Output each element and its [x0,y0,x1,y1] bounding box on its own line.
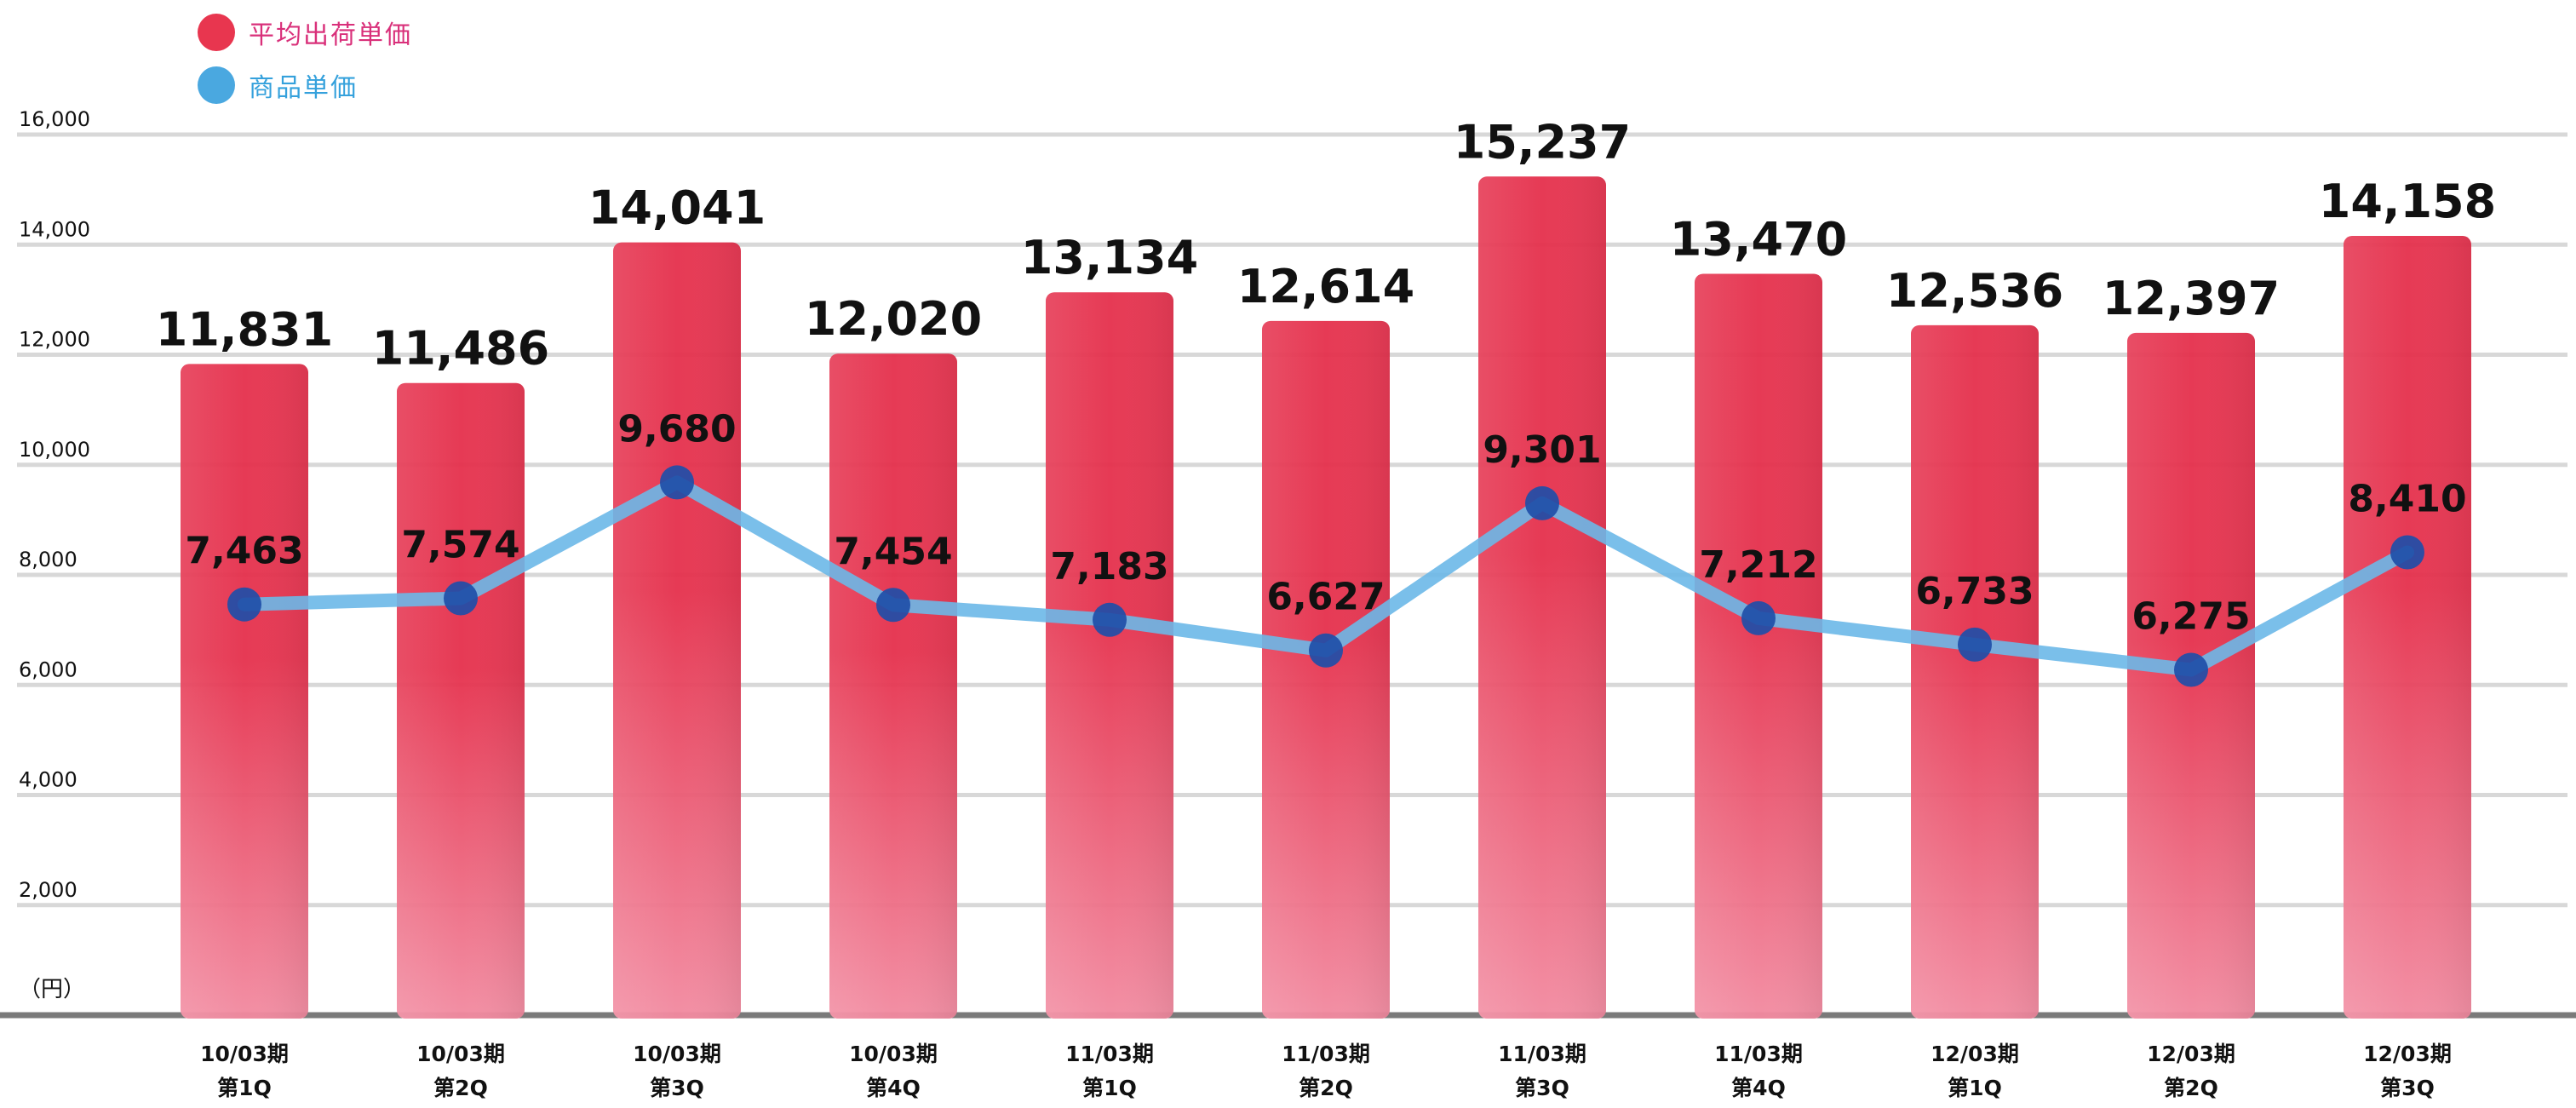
y-axis-unit-label: （円） [19,977,85,1002]
x-tick-label-quarter: 第1Q [217,1076,272,1100]
bar-shading [2344,236,2471,1019]
y-tick-label: 8,000 [19,548,77,571]
bar-shading [181,364,308,1019]
x-tick-label-quarter: 第1Q [1082,1076,1137,1100]
bar-shading [1046,292,1173,1019]
legend-label: 商品単価 [249,73,358,103]
line-point [876,588,910,623]
bar-value-label: 12,397 [2103,272,2280,325]
x-tick-label-period: 11/03期 [1065,1042,1154,1066]
x-tick-label-period: 12/03期 [1931,1042,2019,1066]
line-value-label: 8,410 [2348,478,2466,521]
line-point [1309,633,1343,668]
x-tick-label-quarter: 第3Q [650,1076,704,1100]
x-tick-label-period: 10/03期 [633,1042,721,1066]
line-point [2390,535,2424,570]
x-tick-label-quarter: 第4Q [866,1076,921,1100]
bar-value-label: 13,470 [1670,213,1847,267]
line-value-label: 6,627 [1266,576,1385,619]
x-axis: 10/03期第1Q10/03期第2Q10/03期第3Q10/03期第4Q11/0… [200,1042,2452,1100]
x-tick-label-quarter: 第2Q [433,1076,488,1100]
y-tick-label: 10,000 [19,438,90,462]
line-value-label: 7,574 [401,524,519,567]
y-axis: 2,000 4,000 6,000 8,000 10,000 12,000 14,000 16… [19,107,90,1002]
x-tick-label-quarter: 第2Q [1299,1076,1353,1100]
y-tick-label: 16,000 [19,107,90,131]
bar-shading [1478,176,1606,1019]
legend-swatch-red [198,14,235,51]
x-tick-label-quarter: 第4Q [1731,1076,1786,1100]
x-tick-label-period: 10/03期 [200,1042,289,1066]
line-point [1525,485,1559,520]
line-value-label: 7,183 [1050,545,1168,588]
bar-value-label: 14,158 [2319,175,2496,228]
line-point [660,465,694,500]
bar-value-label: 13,134 [1021,231,1198,284]
bar-value-label: 12,020 [805,292,982,346]
bar-value-label: 12,536 [1886,264,2063,318]
y-tick-label: 14,000 [19,217,90,241]
data-labels: 11,831 11,486 14,041 12,020 13,134 12,614 15,2… [156,115,2496,638]
bar-shading [397,382,525,1019]
x-tick-label-period: 11/03期 [1498,1042,1586,1066]
line-point [227,587,261,622]
bar-value-label: 15,237 [1454,115,1631,169]
product-price-line [227,465,2424,687]
line-value-label: 7,463 [185,530,303,573]
legend-label: 平均出荷単価 [249,20,412,50]
bar-shading [1262,320,1390,1019]
line-value-label: 7,454 [834,530,952,573]
x-tick-label-period: 12/03期 [2147,1042,2235,1066]
x-tick-label-period: 10/03期 [849,1042,938,1066]
x-tick-label-quarter: 第1Q [1948,1076,2002,1100]
line-value-label: 6,733 [1915,570,2034,613]
x-tick-label-quarter: 第3Q [1515,1076,1569,1100]
line-point [444,581,478,616]
x-tick-label-period: 10/03期 [416,1042,505,1066]
bar-value-label: 12,614 [1237,260,1414,313]
line-value-label: 9,301 [1483,428,1601,472]
bar-value-label: 11,486 [372,322,549,376]
bar-shading [829,353,957,1019]
x-tick-label-quarter: 第2Q [2164,1076,2218,1100]
bar-shading [1911,324,2039,1019]
legend-item-avg-shipping-price: 平均出荷単価 [198,14,412,51]
line-point [1741,600,1776,635]
line-value-label: 9,680 [617,407,736,451]
bar-shading [613,242,741,1019]
bar-value-label: 14,041 [588,181,766,235]
x-tick-label-period: 12/03期 [2363,1042,2452,1066]
line-point [2174,652,2208,687]
bar-value-label: 11,831 [156,302,333,356]
line-value-label: 6,275 [2131,594,2250,638]
y-tick-label: 4,000 [19,768,77,792]
line-point [1093,602,1127,637]
bar-shading [1695,273,1822,1019]
y-tick-label: 2,000 [19,878,77,902]
bars [181,176,2471,1019]
y-tick-label: 12,000 [19,328,90,352]
x-tick-label-period: 11/03期 [1282,1042,1370,1066]
line-point [1958,627,1992,662]
line-value-label: 7,212 [1699,543,1817,587]
y-tick-label: 6,000 [19,657,77,681]
x-tick-label-quarter: 第3Q [2380,1076,2435,1100]
legend-swatch-blue [198,66,235,104]
x-tick-label-period: 11/03期 [1714,1042,1803,1066]
legend-item-product-price: 商品単価 [198,66,358,104]
